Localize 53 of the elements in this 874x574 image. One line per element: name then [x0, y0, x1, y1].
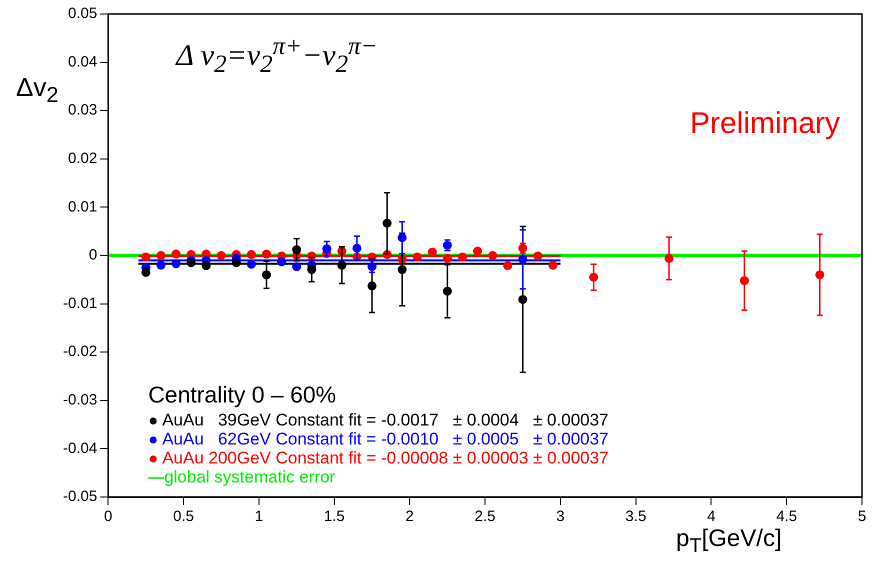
point: [141, 252, 150, 262]
point: [172, 250, 181, 259]
x-tick-label: 0: [104, 508, 112, 526]
point: [202, 261, 211, 270]
point: [503, 261, 512, 270]
legend-label: global systematic error: [164, 468, 336, 487]
point: [156, 260, 166, 270]
x-tick-label: 4: [707, 508, 716, 526]
y-tick-label: 0.05: [68, 5, 98, 22]
point: [412, 252, 422, 262]
y-tick-label: 0: [88, 246, 98, 264]
point: [141, 268, 150, 277]
y-tick-label: 0.02: [68, 150, 98, 168]
point: [442, 254, 452, 263]
point: [172, 259, 181, 268]
point: [262, 250, 271, 259]
point: [458, 252, 467, 262]
y-tick-label: -0.02: [62, 343, 98, 360]
x-tick-label: 2: [406, 508, 414, 526]
x-tick-label: 4.5: [776, 508, 798, 526]
point: [533, 251, 542, 260]
legend-label: AuAu 200GeV Constant fit = -0.00008 ± 0.00003 ± 0.00037: [162, 448, 609, 468]
point: [473, 246, 482, 256]
point: [246, 250, 256, 260]
legend-title: Centrality 0 – 60%: [148, 382, 336, 408]
point: [292, 262, 302, 272]
y-tick-label: -0.01: [62, 294, 98, 312]
x-tick-label: 3: [556, 508, 565, 526]
x-tick-label: 0.5: [173, 508, 194, 526]
y-tick-label: -0.04: [62, 440, 98, 457]
y-tick-label: 0.03: [68, 102, 98, 119]
x-axis-title: p$_{T}$[GeV/c]: [676, 525, 782, 557]
point: [428, 248, 437, 257]
point: [548, 260, 558, 270]
x-tick-label: 3.5: [625, 508, 646, 526]
point: [277, 257, 286, 266]
point: [156, 251, 166, 260]
y-tick-label: 0.04: [68, 53, 98, 70]
y-tick-label: -0.03: [62, 392, 98, 409]
point: [232, 258, 241, 268]
point: [488, 251, 498, 260]
y-tick-label: -0.05: [62, 488, 98, 506]
annotation: Preliminary: [690, 107, 840, 140]
x-tick-label: 2.5: [474, 508, 496, 526]
legend-label: AuAu 39GeV Constant fit = -0.0017 ± 0.0004 ± 0.00037: [162, 410, 609, 430]
legend-label: AuAu 62GeV Constant fit = -0.0010 ± 0.0005 ± 0.00037: [162, 430, 609, 449]
point: [216, 251, 226, 260]
y-tick-label: 0.01: [68, 198, 98, 216]
x-tick-label: 1: [254, 508, 264, 526]
x-tick-label: 5: [858, 508, 866, 526]
point: [186, 258, 196, 268]
x-tick-label: 1.5: [324, 508, 345, 526]
y-axis-title: Δv$_{2}$: [16, 72, 58, 108]
